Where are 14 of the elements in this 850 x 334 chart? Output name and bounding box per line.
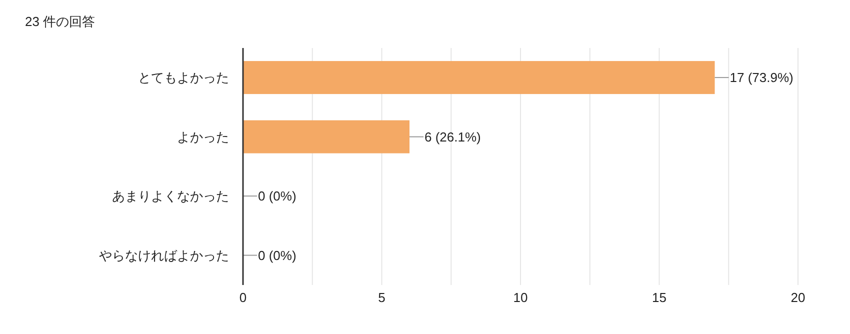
y-tick-label: やらなければよかった	[99, 248, 229, 263]
data-label: 6 (26.1%)	[424, 129, 481, 144]
text: 23 件の回答	[25, 13, 96, 31]
data-label: 17 (73.9%)	[730, 70, 794, 86]
y-tick-label: よかった	[177, 129, 229, 144]
y-tick-label: あまりよくなかった	[112, 188, 229, 204]
data-label: 0 (0%)	[258, 188, 296, 204]
x-tick-label: 10	[513, 290, 528, 306]
x-tick-label: 15	[652, 290, 666, 306]
data-label: 0 (0%)	[258, 248, 296, 263]
y-tick-label: とてもよかった	[138, 70, 229, 86]
x-tick-label: 0	[239, 290, 247, 306]
x-tick-label: 20	[790, 290, 806, 306]
x-tick-label: 5	[378, 290, 386, 306]
